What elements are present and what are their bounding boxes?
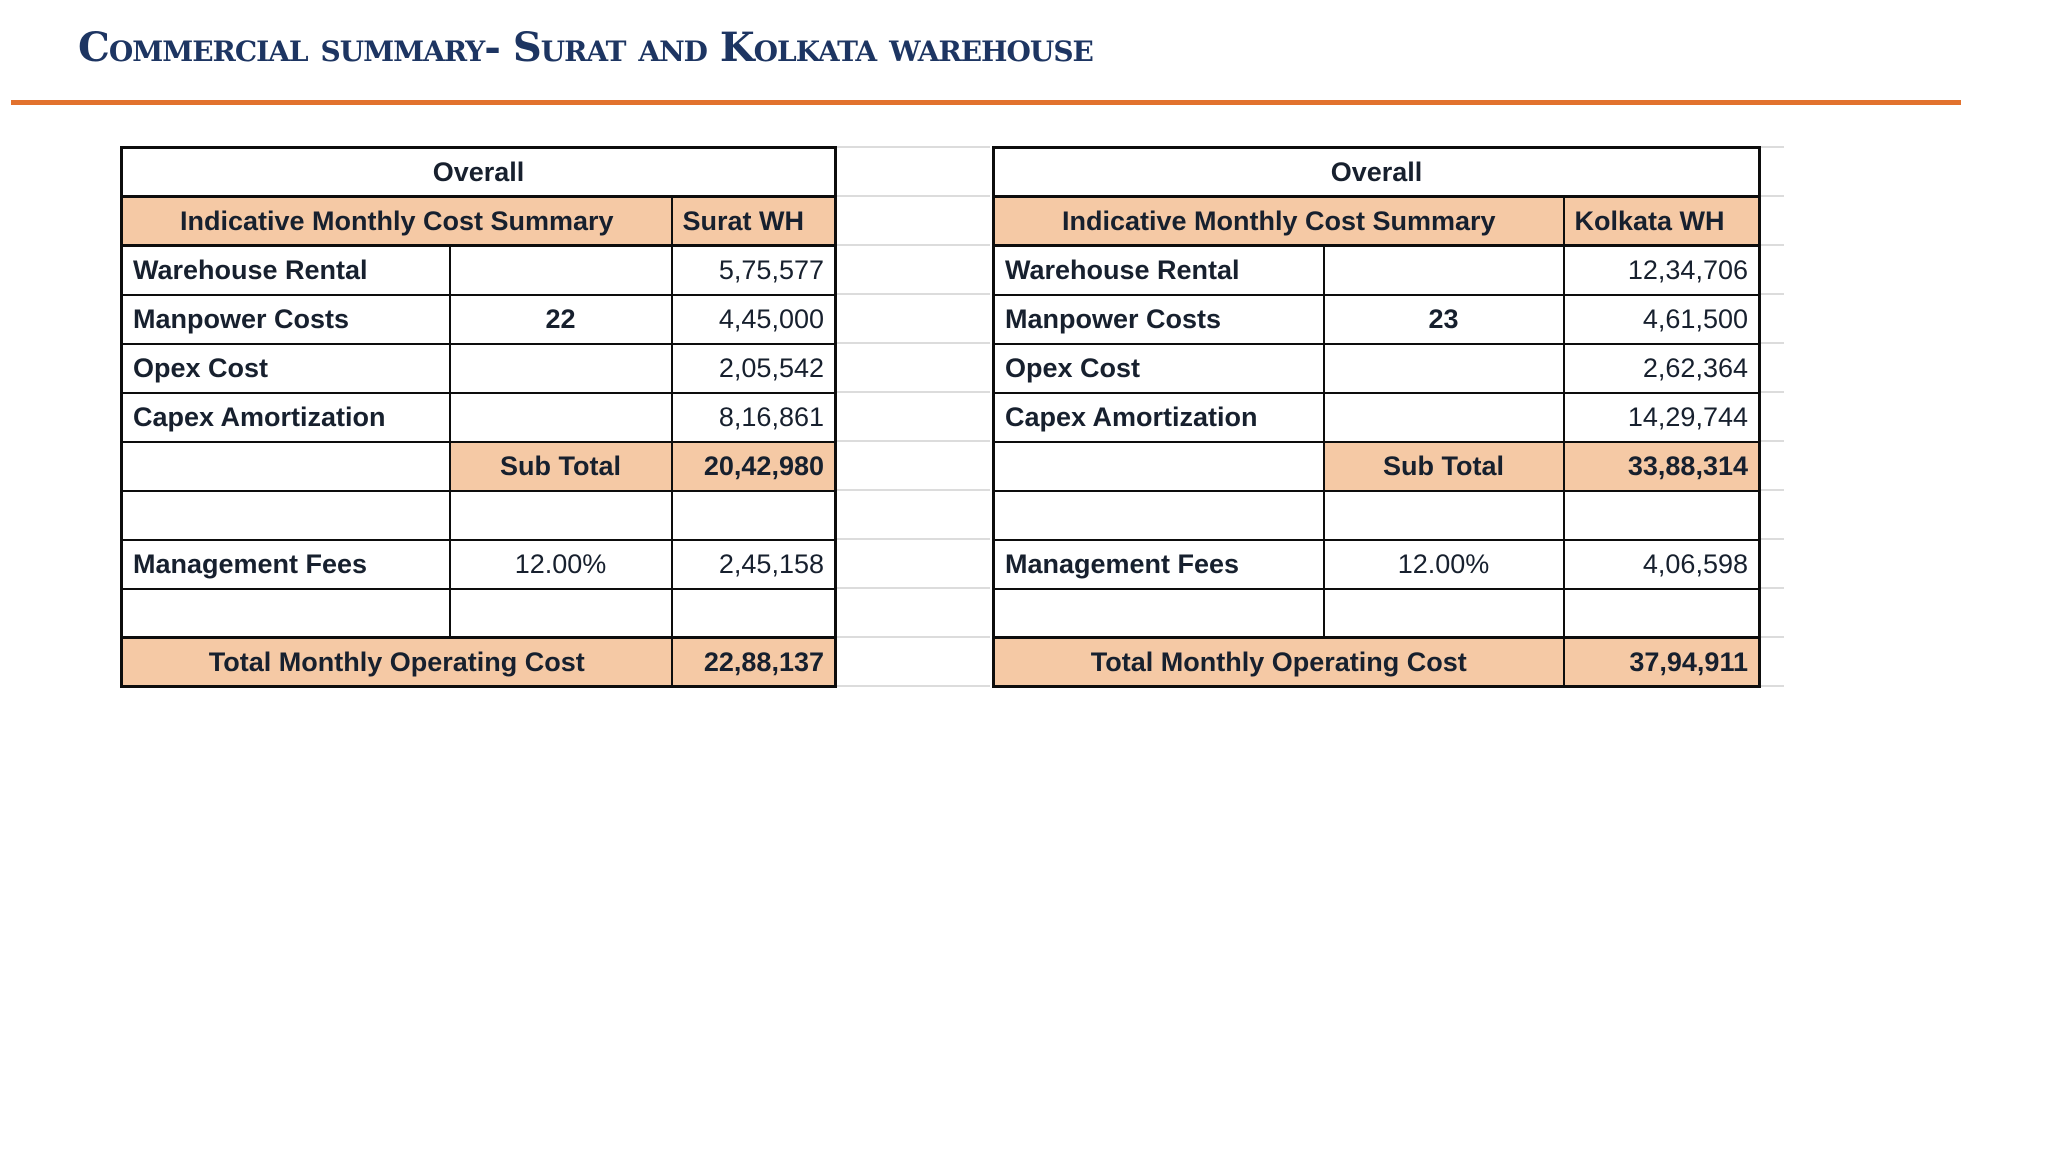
management-fees-label-cell: Management Fees bbox=[992, 538, 1325, 590]
table-row: Management Fees 12.00% 4,06,598 bbox=[992, 538, 1761, 590]
row-value-cell: 8,16,861 bbox=[670, 391, 837, 443]
empty-cell bbox=[1322, 587, 1565, 639]
spreadsheet-gridlines-right bbox=[1760, 146, 1784, 687]
table-row: Manpower Costs 22 4,45,000 bbox=[120, 293, 837, 345]
row-mid-cell bbox=[448, 244, 673, 296]
row-value-cell: 2,62,364 bbox=[1562, 342, 1761, 394]
surat-cost-table: Overall Indicative Monthly Cost Summary … bbox=[120, 146, 837, 688]
summary-header-cell: Indicative Monthly Cost Summary bbox=[120, 195, 673, 247]
row-mid-cell: 23 bbox=[1322, 293, 1565, 345]
empty-cell bbox=[992, 489, 1325, 541]
empty-cell bbox=[1562, 489, 1761, 541]
total-value-cell: 37,94,911 bbox=[1562, 636, 1761, 688]
table-row bbox=[992, 587, 1761, 639]
management-fees-label-cell: Management Fees bbox=[120, 538, 451, 590]
table-row: Overall bbox=[120, 146, 837, 198]
empty-cell bbox=[120, 440, 451, 492]
empty-cell bbox=[120, 587, 451, 639]
subtotal-label-cell: Sub Total bbox=[448, 440, 673, 492]
table-row: Total Monthly Operating Cost 22,88,137 bbox=[120, 636, 837, 688]
table-row: Capex Amortization 14,29,744 bbox=[992, 391, 1761, 443]
table-row: Warehouse Rental 5,75,577 bbox=[120, 244, 837, 296]
overall-cell: Overall bbox=[992, 146, 1761, 198]
table-row bbox=[992, 489, 1761, 541]
table-row: Indicative Monthly Cost Summary Kolkata … bbox=[992, 195, 1761, 247]
row-label-cell: Capex Amortization bbox=[120, 391, 451, 443]
row-value-cell: 5,75,577 bbox=[670, 244, 837, 296]
table-row: Opex Cost 2,05,542 bbox=[120, 342, 837, 394]
empty-cell bbox=[992, 440, 1325, 492]
row-label-cell: Opex Cost bbox=[992, 342, 1325, 394]
page-title: Commercial summary- Surat and Kolkata wa… bbox=[78, 24, 1094, 71]
total-value-cell: 22,88,137 bbox=[670, 636, 837, 688]
row-value-cell: 2,05,542 bbox=[670, 342, 837, 394]
empty-cell bbox=[992, 587, 1325, 639]
empty-cell bbox=[120, 489, 451, 541]
row-mid-cell bbox=[1322, 342, 1565, 394]
table-row: Management Fees 12.00% 2,45,158 bbox=[120, 538, 837, 590]
overall-cell: Overall bbox=[120, 146, 837, 198]
empty-cell bbox=[1322, 489, 1565, 541]
empty-cell bbox=[448, 587, 673, 639]
row-value-cell: 12,34,706 bbox=[1562, 244, 1761, 296]
row-label-cell: Warehouse Rental bbox=[992, 244, 1325, 296]
table-row: Warehouse Rental 12,34,706 bbox=[992, 244, 1761, 296]
row-mid-cell bbox=[1322, 391, 1565, 443]
table-row: Manpower Costs 23 4,61,500 bbox=[992, 293, 1761, 345]
empty-cell bbox=[670, 489, 837, 541]
title-underline-rule bbox=[11, 100, 1961, 105]
row-mid-cell: 22 bbox=[448, 293, 673, 345]
row-mid-cell bbox=[1322, 244, 1565, 296]
warehouse-header-cell: Surat WH bbox=[670, 195, 837, 247]
subtotal-value-cell: 33,88,314 bbox=[1562, 440, 1761, 492]
empty-cell bbox=[1562, 587, 1761, 639]
table-row: Capex Amortization 8,16,861 bbox=[120, 391, 837, 443]
management-fees-value-cell: 2,45,158 bbox=[670, 538, 837, 590]
table-row: Total Monthly Operating Cost 37,94,911 bbox=[992, 636, 1761, 688]
row-label-cell: Manpower Costs bbox=[120, 293, 451, 345]
total-label-cell: Total Monthly Operating Cost bbox=[992, 636, 1565, 688]
row-mid-cell bbox=[448, 342, 673, 394]
subtotal-value-cell: 20,42,980 bbox=[670, 440, 837, 492]
table-row: Sub Total 20,42,980 bbox=[120, 440, 837, 492]
table-row bbox=[120, 587, 837, 639]
table-row: Sub Total 33,88,314 bbox=[992, 440, 1761, 492]
row-value-cell: 4,61,500 bbox=[1562, 293, 1761, 345]
management-fees-rate-cell: 12.00% bbox=[448, 538, 673, 590]
subtotal-label-cell: Sub Total bbox=[1322, 440, 1565, 492]
summary-header-cell: Indicative Monthly Cost Summary bbox=[992, 195, 1565, 247]
row-value-cell: 4,45,000 bbox=[670, 293, 837, 345]
empty-cell bbox=[670, 587, 837, 639]
management-fees-value-cell: 4,06,598 bbox=[1562, 538, 1761, 590]
row-mid-cell bbox=[448, 391, 673, 443]
row-label-cell: Opex Cost bbox=[120, 342, 451, 394]
warehouse-header-cell: Kolkata WH bbox=[1562, 195, 1761, 247]
table-row bbox=[120, 489, 837, 541]
table-row: Overall bbox=[992, 146, 1761, 198]
spreadsheet-gridlines-gap bbox=[836, 146, 990, 687]
management-fees-rate-cell: 12.00% bbox=[1322, 538, 1565, 590]
kolkata-cost-table: Overall Indicative Monthly Cost Summary … bbox=[992, 146, 1761, 688]
table-row: Indicative Monthly Cost Summary Surat WH bbox=[120, 195, 837, 247]
row-label-cell: Manpower Costs bbox=[992, 293, 1325, 345]
table-row: Opex Cost 2,62,364 bbox=[992, 342, 1761, 394]
total-label-cell: Total Monthly Operating Cost bbox=[120, 636, 673, 688]
row-label-cell: Capex Amortization bbox=[992, 391, 1325, 443]
row-label-cell: Warehouse Rental bbox=[120, 244, 451, 296]
row-value-cell: 14,29,744 bbox=[1562, 391, 1761, 443]
empty-cell bbox=[448, 489, 673, 541]
